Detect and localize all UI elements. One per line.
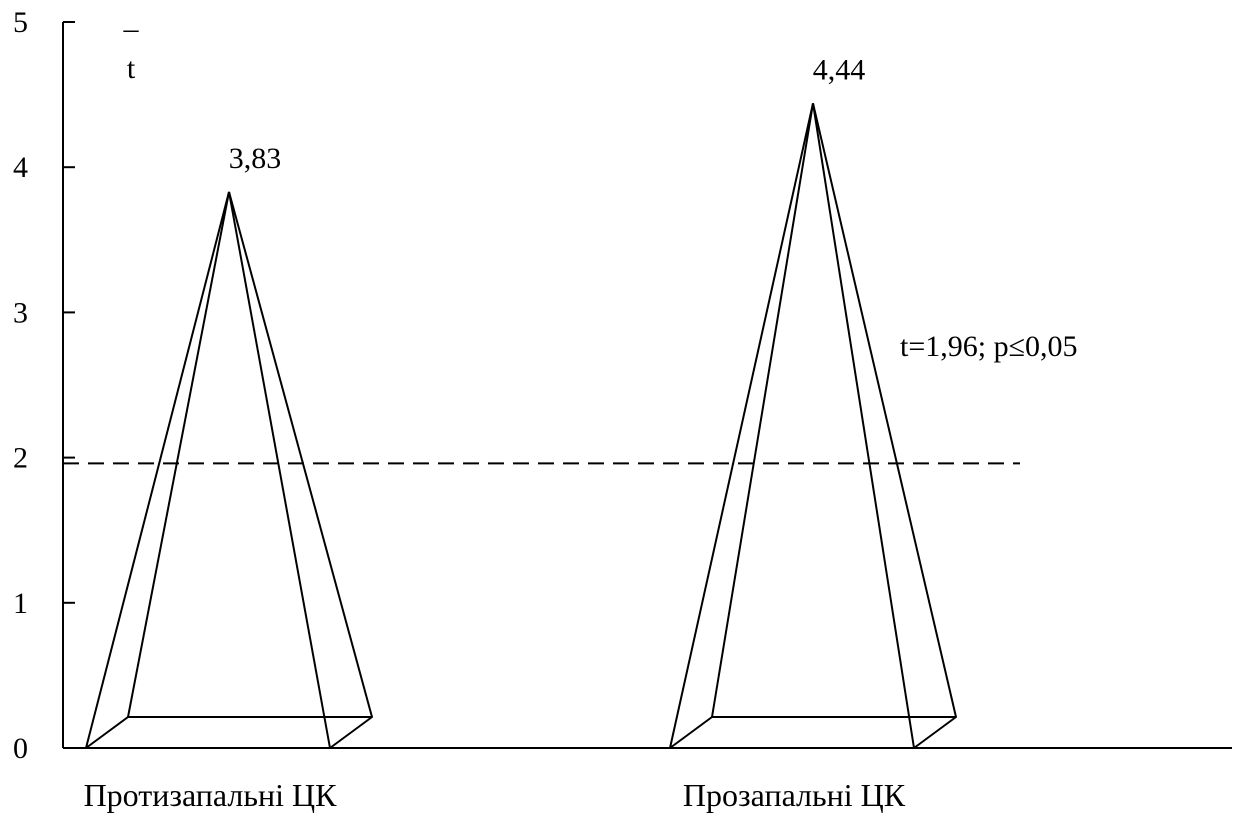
- pyramid-edge: [669, 103, 814, 749]
- threshold-group: t=1,96; p≤0,05: [63, 330, 1078, 465]
- y-axis-label-bar: –: [123, 12, 140, 45]
- category-label: Протизапальні ЦК: [84, 777, 338, 813]
- labels: 3,83 Протизапальні ЦК 4,44 Прозапальні ЦК: [84, 53, 906, 813]
- pyramid-edge: [711, 103, 814, 718]
- value-label: 4,44: [813, 53, 866, 86]
- pyramid-edge: [812, 103, 957, 718]
- pyramid-edge: [85, 191, 230, 749]
- pyramids: [85, 103, 957, 749]
- pyramid-mark: [85, 191, 373, 749]
- y-tick-label: 2: [13, 442, 28, 475]
- y-tick-label: 3: [13, 296, 28, 329]
- y-tick-label: 5: [13, 6, 28, 39]
- y-tick-label: 0: [13, 732, 28, 765]
- y-tick-label: 1: [13, 587, 28, 620]
- pyramid-edge: [812, 103, 915, 749]
- pyramid-mark: [669, 103, 957, 749]
- y-axis-label: t: [127, 52, 136, 85]
- category-label: Прозапальні ЦК: [683, 777, 906, 813]
- y-tick-label: 4: [13, 151, 28, 184]
- threshold-label: t=1,96; p≤0,05: [900, 330, 1078, 363]
- value-label: 3,83: [229, 142, 282, 175]
- pyramid-edge: [127, 191, 230, 718]
- pyramid-edge: [228, 191, 373, 718]
- pyramid-edge: [228, 191, 331, 749]
- axes: 0 1 2 3 4 5 – t: [13, 6, 1232, 765]
